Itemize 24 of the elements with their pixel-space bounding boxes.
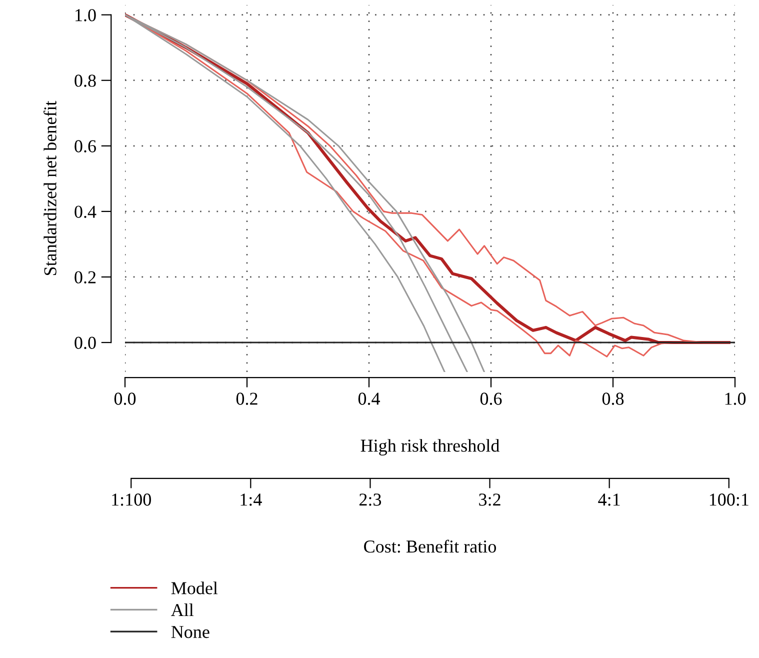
- x-tick-label: 0.8: [602, 392, 624, 405]
- x-tick-label: 0.2: [236, 392, 258, 405]
- text: 100:1: [710, 494, 748, 506]
- text: 1:4: [240, 494, 262, 506]
- y-tick-label: 0.6: [74, 140, 96, 152]
- x-tick-label: 0.4: [358, 392, 380, 405]
- legend-label: None: [171, 626, 210, 638]
- text: 3:2: [479, 494, 500, 506]
- x2-axis-title: Cost: Benefit ratio: [364, 540, 496, 553]
- legend-label: Model: [171, 582, 218, 594]
- x-tick-label: 0.0: [114, 392, 136, 405]
- x-axis-title: High risk threshold: [360, 439, 500, 456]
- y-tick-label: 0.8: [74, 74, 96, 87]
- y-axis-title: Standardized net benefit: [44, 100, 56, 276]
- x-tick-label: 0.6: [480, 392, 502, 405]
- y-tick-label: 0.4: [74, 206, 96, 218]
- y-tick-label: 1.0: [76, 9, 96, 22]
- y-tick-label: 0.0: [74, 336, 96, 350]
- text: 4:1: [598, 494, 620, 506]
- y-tick-label: 0.2: [74, 271, 96, 284]
- x-tick-label: 1.0: [725, 392, 746, 405]
- text: 2:3: [359, 494, 382, 506]
- legend-label: All: [171, 603, 194, 616]
- text: 1:100: [112, 494, 151, 506]
